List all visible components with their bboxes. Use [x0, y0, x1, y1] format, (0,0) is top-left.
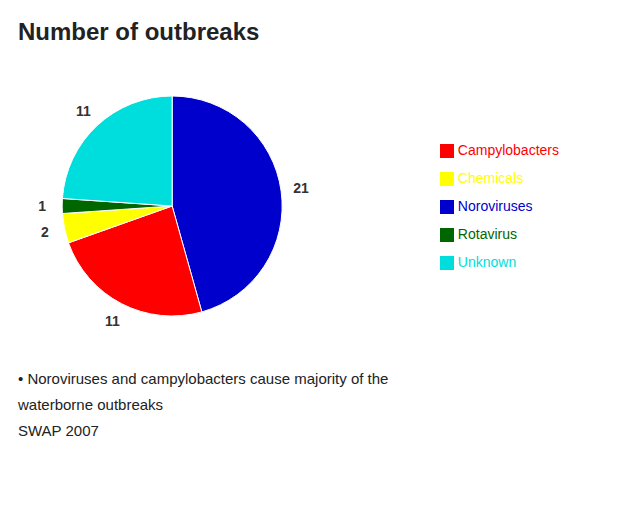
svg-text:2: 2: [41, 224, 49, 240]
svg-text:1: 1: [38, 198, 46, 214]
html-text:Chemicals: Chemicals: [457, 170, 524, 186]
html-text:Noroviruses: Noroviruses: [457, 198, 533, 214]
html-text:Number of outbreaks: Number of outbreaks: [18, 18, 260, 45]
html-text:• Noroviruses and campylobacte: • Noroviruses and campylobacters cause m…: [18, 370, 389, 387]
html-text:SWAP 2007: SWAP 2007: [18, 422, 99, 439]
svg-text:11: 11: [105, 313, 120, 329]
html-text:Unknown: Unknown: [457, 254, 517, 270]
html-text:Rotavirus: Rotavirus: [457, 226, 517, 242]
svg-text:21: 21: [293, 180, 309, 196]
html-text:waterborne outbreaks: waterborne outbreaks: [18, 396, 164, 413]
svg-text:11: 11: [76, 103, 91, 119]
html-text:Campylobacters: Campylobacters: [457, 142, 559, 158]
